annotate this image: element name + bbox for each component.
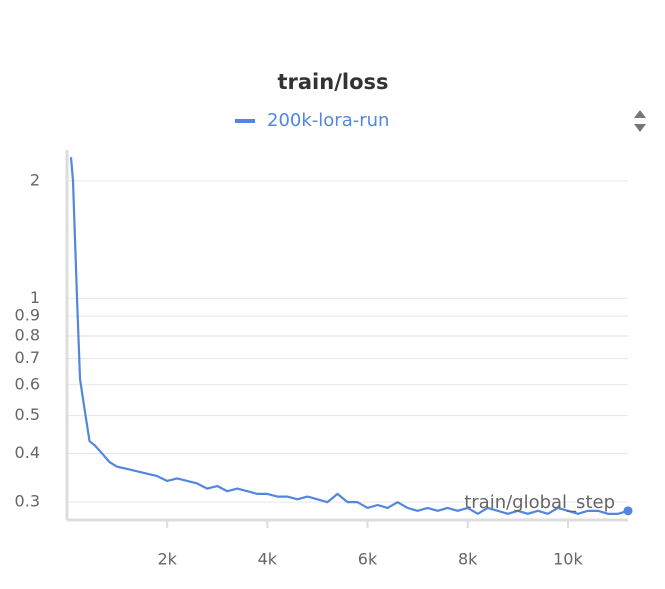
x-axis-label: train/global_step: [464, 492, 615, 513]
y-tick-label: 2: [30, 170, 40, 189]
scroll-up[interactable]: [634, 110, 646, 118]
legend-label: 200k-lora-run: [267, 110, 389, 131]
y-tick-label: 0.9: [15, 306, 40, 325]
x-tick-label: 6k: [358, 550, 378, 569]
y-tick-label: 1: [30, 288, 40, 307]
y-tick-label: 0.7: [15, 348, 40, 367]
scroll-down[interactable]: [634, 124, 646, 132]
x-tick-label: 4k: [258, 550, 278, 569]
x-tick-label: 2k: [157, 550, 177, 569]
loss-line: [69, 157, 629, 515]
chart-title: train/loss: [277, 70, 388, 94]
y-tick-label: 0.4: [15, 443, 40, 462]
y-tick-label: 0.8: [15, 326, 40, 345]
y-tick-label: 0.3: [15, 492, 40, 511]
end-point: [623, 506, 633, 516]
y-tick-label: 0.5: [15, 405, 40, 424]
y-tick-label: 0.6: [15, 374, 40, 393]
x-tick-label: 8k: [458, 550, 478, 569]
scroll-control[interactable]: [634, 110, 646, 132]
x-tick-label: 10k: [553, 550, 583, 569]
